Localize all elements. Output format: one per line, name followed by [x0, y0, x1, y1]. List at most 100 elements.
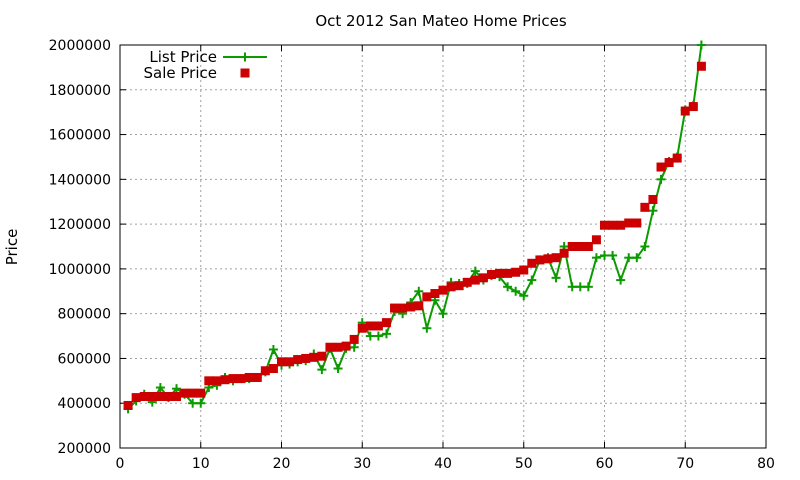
list-price-point	[317, 365, 327, 375]
sale-price-point	[309, 352, 319, 362]
sale-price-point	[293, 355, 303, 365]
sale-price-point	[131, 393, 141, 403]
list-price-point	[196, 398, 206, 408]
x-tick-label: 30	[353, 456, 371, 472]
series-layer	[123, 40, 706, 414]
sale-price-point	[341, 341, 351, 351]
legend-label: Sale Price	[144, 64, 217, 82]
y-tick-label: 2000000	[49, 38, 111, 54]
x-tick-label: 40	[434, 456, 452, 472]
y-tick-label: 800000	[58, 307, 111, 323]
y-tick-label: 1800000	[49, 83, 111, 99]
list-price-point	[155, 383, 165, 393]
list-price-point	[422, 323, 432, 333]
sale-price-point	[454, 281, 464, 291]
list-price-point	[503, 282, 513, 292]
sale-price-point	[527, 258, 537, 268]
sale-price-point	[240, 68, 250, 78]
list-price-point	[656, 174, 666, 184]
x-tick-label: 60	[596, 456, 614, 472]
list-price-point	[333, 364, 343, 374]
sale-price-point	[381, 318, 391, 328]
sale-price-point	[543, 254, 553, 264]
x-tick-label: 20	[273, 456, 291, 472]
sale-price-point	[430, 289, 440, 299]
sale-price-point	[486, 269, 496, 279]
list-price-point	[616, 275, 626, 285]
y-tick-label: 1400000	[49, 172, 111, 188]
sale-price-point	[212, 376, 222, 386]
list-price-point	[414, 286, 424, 296]
y-tick-label: 600000	[58, 351, 111, 367]
list-price-point	[519, 291, 529, 301]
sale-price-point	[583, 242, 593, 251]
sale-price-point	[519, 265, 529, 275]
x-tick-label: 0	[116, 456, 125, 472]
y-tick-label: 1200000	[49, 217, 111, 233]
sale-price-point	[180, 388, 190, 398]
y-tick-label: 200000	[58, 441, 111, 457]
list-price-point	[511, 286, 521, 296]
sale-price-point	[688, 102, 698, 112]
list-price-point	[172, 384, 182, 394]
sale-price-point	[349, 334, 359, 344]
sale-price-point	[591, 235, 601, 245]
list-price-point	[583, 282, 593, 292]
sale-price-point	[535, 255, 545, 265]
sale-price-point	[470, 275, 480, 285]
sale-price-point	[317, 351, 327, 361]
y-tick-label: 400000	[58, 396, 111, 412]
sale-price-point	[285, 357, 295, 367]
sale-price-point	[172, 392, 182, 402]
y-tick-label: 1000000	[49, 262, 111, 278]
x-tick-label: 80	[757, 456, 775, 472]
sale-price-point	[656, 162, 666, 172]
sale-price-point	[406, 302, 416, 312]
sale-price-point	[139, 392, 149, 402]
sale-price-point	[567, 242, 577, 251]
list-price-point	[632, 253, 642, 263]
sale-price-point	[228, 374, 238, 384]
sale-price-point	[422, 292, 432, 302]
sale-price-point	[672, 153, 682, 163]
sale-price-point	[624, 218, 634, 228]
sale-price-point	[632, 218, 642, 228]
x-tick-label: 50	[515, 456, 533, 472]
list-price-point	[365, 331, 375, 341]
legend-label: List Price	[149, 48, 217, 66]
list-price-point	[640, 242, 650, 251]
list-price-point	[600, 250, 609, 260]
sale-price-point	[608, 220, 618, 230]
sale-price-point	[204, 376, 214, 386]
list-price-point	[648, 206, 658, 216]
series-sale-price	[123, 61, 706, 410]
sale-price-point	[196, 388, 206, 398]
list-price-point	[268, 344, 278, 354]
sale-price-point	[680, 106, 690, 116]
sale-price-point	[575, 242, 585, 251]
sale-price-point	[495, 268, 505, 278]
sale-price-point	[220, 375, 230, 385]
list-price-point	[373, 331, 383, 341]
sale-price-point	[648, 194, 658, 204]
y-tick-label: 1600000	[49, 128, 111, 144]
sale-price-point	[260, 366, 270, 376]
sale-price-point	[325, 342, 335, 352]
list-price-point	[551, 273, 561, 283]
list-price-point	[527, 275, 537, 285]
sale-price-point	[390, 303, 400, 313]
sale-price-point	[478, 273, 488, 283]
x-tick-label: 70	[676, 456, 694, 472]
list-price-point	[696, 40, 706, 50]
sale-price-point	[616, 220, 626, 230]
sale-price-point	[438, 285, 448, 295]
chart-title: Oct 2012 San Mateo Home Prices	[315, 12, 566, 30]
axis-ticks: 200000 400000 600000 800000 1000000 1200000 14…	[49, 38, 775, 472]
sale-price-point	[640, 202, 650, 212]
sale-price-point	[236, 374, 246, 384]
list-price-point	[470, 266, 480, 276]
list-price-point	[608, 250, 618, 260]
sale-price-point	[301, 353, 311, 363]
